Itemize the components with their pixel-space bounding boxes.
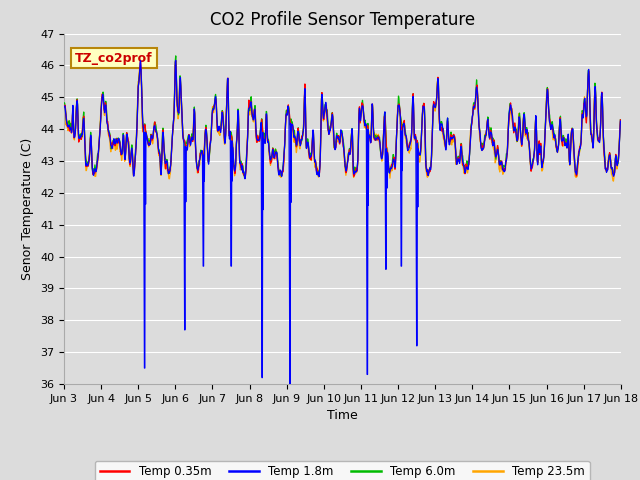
- Title: CO2 Profile Sensor Temperature: CO2 Profile Sensor Temperature: [210, 11, 475, 29]
- X-axis label: Time: Time: [327, 409, 358, 422]
- Legend: Temp 0.35m, Temp 1.8m, Temp 6.0m, Temp 23.5m: Temp 0.35m, Temp 1.8m, Temp 6.0m, Temp 2…: [95, 461, 589, 480]
- Text: TZ_co2prof: TZ_co2prof: [75, 52, 153, 65]
- Y-axis label: Senor Temperature (C): Senor Temperature (C): [22, 138, 35, 280]
